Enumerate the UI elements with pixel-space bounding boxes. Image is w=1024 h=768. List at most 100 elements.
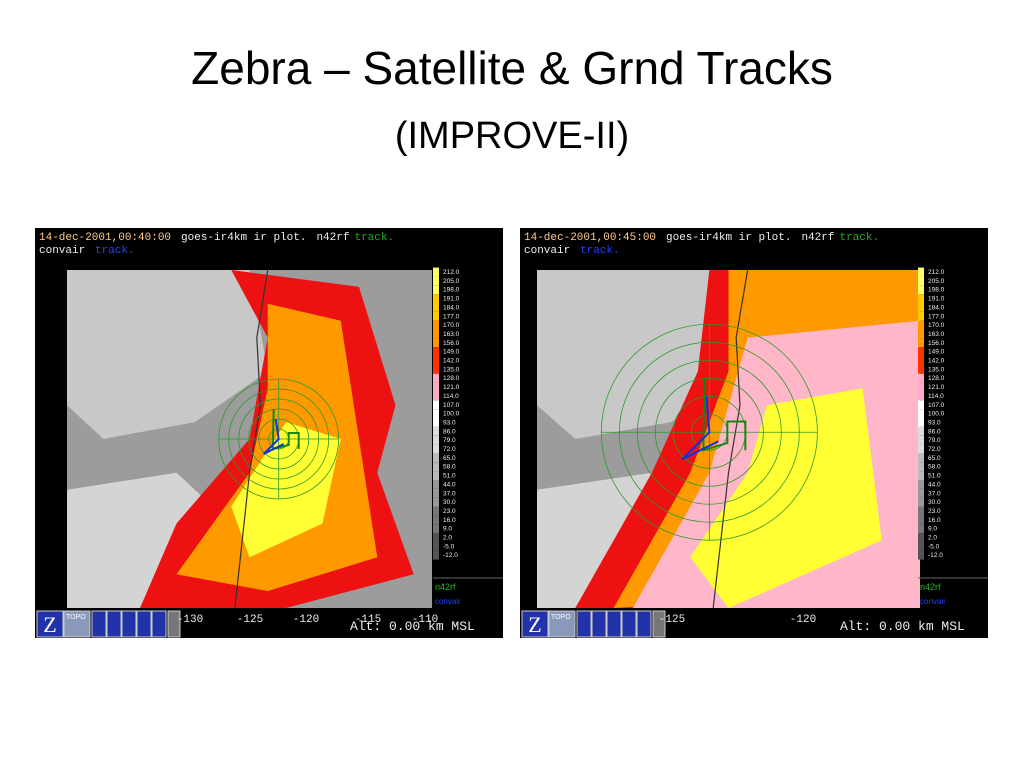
header-aircraft-1: n42rf — [801, 232, 834, 244]
colorbar-label: 156.0 — [443, 340, 460, 347]
colorbar-swatch — [918, 524, 924, 534]
toolbar-button[interactable] — [652, 610, 666, 638]
altitude-readout: Alt: 0.00 km MSL — [350, 619, 475, 634]
colorbar-label: 86.0 — [443, 428, 456, 435]
longitude-label: -125 — [659, 614, 685, 626]
colorbar-label: 135.0 — [928, 366, 945, 373]
colorbar-swatch — [918, 541, 924, 551]
screenshot-panel: 14-dec-2001,00:40:00 goes-ir4km ir plot. n… — [35, 228, 503, 638]
colorbar-label: 142.0 — [928, 358, 945, 365]
screenshot-panel: 14-dec-2001,00:45:00 goes-ir4km ir plot. n… — [520, 228, 988, 638]
colorbar-swatch — [918, 453, 924, 463]
toolbar-topo-label: TOPO — [551, 614, 571, 621]
colorbar-swatch — [433, 329, 439, 339]
colorbar-label: -12.0 — [928, 552, 943, 559]
colorbar-label: 128.0 — [443, 375, 460, 382]
colorbar-swatch — [433, 471, 439, 480]
toolbar-button[interactable] — [91, 610, 107, 638]
satellite-map — [67, 270, 432, 608]
colorbar-label: 184.0 — [928, 304, 945, 311]
colorbar-label: 198.0 — [443, 287, 460, 294]
toolbar-logo[interactable] — [521, 610, 549, 638]
toolbar-logo-z: Z — [43, 612, 56, 637]
colorbar-swatch — [918, 356, 924, 365]
colorbar-swatch — [433, 400, 439, 410]
colorbar-label: 65.0 — [443, 455, 456, 462]
colorbar-swatch — [918, 418, 924, 427]
colorbar-label: 191.0 — [928, 296, 945, 303]
colorbar-label: 100.0 — [928, 411, 945, 418]
colorbar-swatch — [918, 373, 924, 383]
colorbar-swatch — [918, 302, 924, 312]
toolbar-button[interactable] — [636, 610, 652, 638]
colorbar-label: 205.0 — [928, 278, 945, 285]
colorbar-swatch — [918, 311, 924, 321]
toolbar-topo-label: TOPO — [66, 614, 86, 621]
toolbar-button[interactable] — [591, 610, 607, 638]
colorbar-label: 170.0 — [928, 322, 945, 329]
colorbar-swatch — [433, 356, 439, 365]
colorbar-label: 86.0 — [928, 428, 941, 435]
colorbar-label: 79.0 — [443, 437, 456, 444]
colorbar-swatch — [918, 444, 924, 454]
toolbar-button[interactable] — [121, 610, 137, 638]
colorbar-label: 2.0 — [443, 535, 452, 542]
n42rf-track — [271, 408, 300, 451]
colorbar-swatch — [918, 320, 924, 330]
colorbar-swatch — [433, 462, 439, 472]
toolbar-button[interactable] — [151, 610, 167, 638]
colorbar-label: 51.0 — [443, 473, 456, 480]
colorbar-label: 37.0 — [443, 490, 456, 497]
colorbar-label: 23.0 — [443, 508, 456, 515]
colorbar-label: 121.0 — [928, 384, 945, 391]
longitude-label: -115 — [355, 614, 381, 626]
header-convair: convair — [39, 245, 85, 257]
colorbar-label: 156.0 — [928, 340, 945, 347]
toolbar-button[interactable] — [167, 610, 181, 638]
header-convair-track: track. — [580, 245, 620, 257]
longitude-label: -125 — [237, 614, 263, 626]
toolbar-topo[interactable] — [63, 610, 91, 638]
toolbar-logo[interactable] — [36, 610, 64, 638]
colorbar-label: 142.0 — [443, 358, 460, 365]
header-convair: convair — [524, 245, 570, 257]
colorbar-swatch — [433, 533, 439, 542]
colorbar-swatch — [433, 409, 439, 419]
toolbar-button[interactable] — [136, 610, 152, 638]
toolbar-button[interactable] — [106, 610, 122, 638]
colorbar-swatch — [918, 462, 924, 472]
colorbar-label: 191.0 — [443, 296, 460, 303]
colorbar-label: 16.0 — [928, 517, 941, 524]
colorbar-label: 177.0 — [443, 313, 460, 320]
colorbar-swatch — [433, 294, 439, 303]
colorbar-swatch — [433, 524, 439, 534]
colorbar-label: 51.0 — [928, 473, 941, 480]
colorbar-label: 135.0 — [443, 366, 460, 373]
longitude-label: -110 — [412, 614, 438, 626]
colorbar-swatch — [433, 285, 439, 295]
colorbar-label: 72.0 — [928, 446, 941, 453]
colorbar-label: 121.0 — [443, 384, 460, 391]
colorbar-swatch — [433, 391, 439, 401]
colorbar-swatch — [918, 364, 924, 374]
colorbar-swatch — [918, 391, 924, 401]
toolbar-button[interactable] — [621, 610, 637, 638]
slide-title: Zebra – Satellite & Grnd Tracks — [191, 42, 833, 94]
legend-entry: n42rf — [920, 582, 941, 592]
toolbar-topo[interactable] — [548, 610, 576, 638]
slide-subtitle: (IMPROVE-II) — [395, 115, 629, 157]
toolbar-button[interactable] — [606, 610, 622, 638]
colorbar-label: 128.0 — [928, 375, 945, 382]
toolbar-button[interactable] — [576, 610, 592, 638]
colorbar-swatch — [433, 338, 439, 348]
colorbar-swatch — [918, 550, 924, 560]
colorbar-swatch — [918, 382, 924, 392]
colorbar-label: 177.0 — [928, 313, 945, 320]
colorbar-label: 9.0 — [928, 526, 937, 533]
plot-header: 14-dec-2001,00:40:00 goes-ir4km ir plot. n… — [39, 232, 394, 244]
colorbar-swatch — [918, 488, 924, 498]
colorbar-label: 163.0 — [443, 331, 460, 338]
colorbar-swatch — [433, 302, 439, 312]
colorbar-swatch — [433, 418, 439, 427]
